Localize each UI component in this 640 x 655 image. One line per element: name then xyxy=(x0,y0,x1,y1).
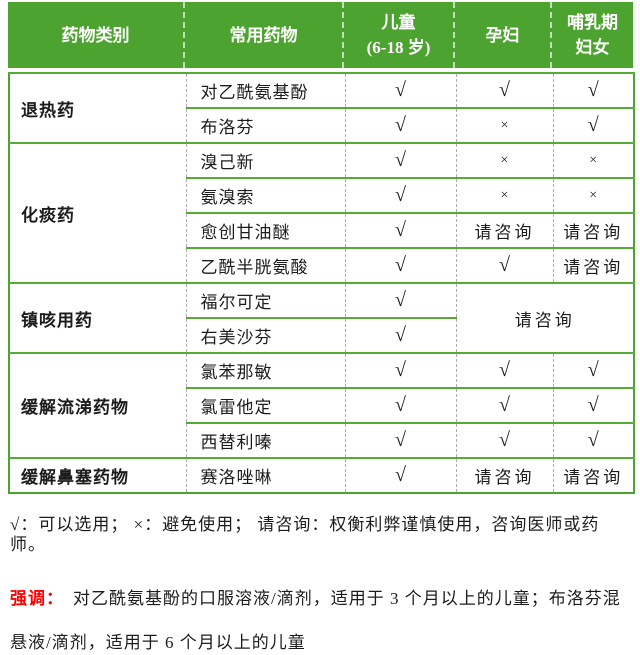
drug-name-cell: 福尔可定 xyxy=(185,282,345,318)
status-cell: × xyxy=(455,107,553,143)
table-header-row: 药物类别 常用药物 儿童 (6-18 岁) 孕妇 哺乳期 妇女 xyxy=(8,2,633,68)
header-label: 哺乳期 xyxy=(567,13,618,32)
header-label: 孕妇 xyxy=(485,25,520,45)
status-cell: × xyxy=(552,177,634,213)
medication-table: 退热药 对乙酰氨基酚 √ √ √ 布洛芬 √ × √ 化痰药 溴己新 √ × × 氨溴索 √ × × 愈创甘油醚 √ 请… xyxy=(8,72,635,494)
header-sublabel: (6-18 岁) xyxy=(366,38,431,57)
category-cell: 缓解鼻塞药物 xyxy=(9,457,186,493)
status-cell: 请咨询 xyxy=(455,457,553,493)
table-row: 乙酰半胱氨酸 √ √ 请咨询 xyxy=(9,247,634,283)
status-cell: √ xyxy=(344,177,456,213)
status-cell: √ xyxy=(455,422,553,458)
drug-name-cell: 对乙酰氨基酚 xyxy=(185,72,345,108)
drug-name-cell: 布洛芬 xyxy=(185,107,345,143)
table-row: 布洛芬 √ × √ xyxy=(9,107,634,143)
status-cell: × xyxy=(455,177,553,213)
header-cell-drug-category: 药物类别 xyxy=(8,2,185,68)
status-cell: √ xyxy=(344,282,456,318)
status-cell: √ xyxy=(455,72,553,108)
table-row: 镇咳用药 福尔可定 √ 请咨询 xyxy=(9,282,634,353)
table-row: 退热药 对乙酰氨基酚 √ √ √ xyxy=(9,72,634,143)
status-cell: 请咨询 xyxy=(552,247,634,283)
legend-note: √：可以选用； ×：避免使用； 请咨询：权衡利弊谨慎使用，咨询医师或药师。 xyxy=(10,515,600,554)
status-cell: √ xyxy=(344,317,456,353)
category-cell: 缓解流涕药物 xyxy=(9,352,186,458)
header-sublabel: 妇女 xyxy=(575,38,610,57)
status-cell: √ xyxy=(344,422,456,458)
drug-name-cell: 西替利嗪 xyxy=(185,422,345,458)
merged-consult-cell: 请咨询 xyxy=(455,282,634,353)
drug-name-cell: 氨溴索 xyxy=(185,177,345,213)
status-cell: 请咨询 xyxy=(552,457,634,493)
status-cell: √ xyxy=(344,72,456,108)
status-cell: × xyxy=(552,142,634,178)
status-cell: √ xyxy=(455,352,553,388)
header-cell-lactating: 哺乳期 妇女 xyxy=(552,2,633,68)
category-cell: 化痰药 xyxy=(9,142,186,283)
status-cell: 请咨询 xyxy=(552,212,634,248)
status-cell: √ xyxy=(344,457,456,493)
status-cell: √ xyxy=(344,212,456,248)
header-label: 药物类别 xyxy=(61,25,130,45)
status-cell: √ xyxy=(344,387,456,423)
status-cell: × xyxy=(455,142,553,178)
table-row: 右美沙芬 √ xyxy=(9,317,634,353)
table-row: 缓解流涕药物 氯苯那敏 √ √ √ xyxy=(9,352,634,458)
table-row: 化痰药 溴己新 √ × × xyxy=(9,142,634,283)
status-cell: √ xyxy=(344,107,456,143)
table-row: 西替利嗪 √ √ √ xyxy=(9,422,634,458)
table-body: 退热药 对乙酰氨基酚 √ √ √ 布洛芬 √ × √ 化痰药 溴己新 √ × × 氨溴索 √ × × 愈创甘油醚 √ 请… xyxy=(9,72,634,493)
status-cell: √ xyxy=(552,107,634,143)
status-cell: √ xyxy=(344,352,456,388)
drug-name-cell: 愈创甘油醚 xyxy=(185,212,345,248)
emphasis-label: 强调： xyxy=(10,589,64,608)
drug-name-cell: 右美沙芬 xyxy=(185,317,345,353)
status-cell: 请咨询 xyxy=(455,212,553,248)
header-cell-pregnant: 孕妇 xyxy=(455,2,552,68)
table-row: 氨溴索 √ × × xyxy=(9,177,634,213)
status-cell: √ xyxy=(344,142,456,178)
drug-name-cell: 氯雷他定 xyxy=(185,387,345,423)
drug-name-cell: 赛洛唑啉 xyxy=(185,457,345,493)
drug-name-cell: 溴己新 xyxy=(185,142,345,178)
emphasis-text: 对乙酰氨基酚的口服溶液/滴剂，适用于 3 个月以上的儿童；布洛芬混悬液/滴剂，适… xyxy=(10,589,621,652)
table-row: 愈创甘油醚 √ 请咨询 请咨询 xyxy=(9,212,634,248)
category-cell: 镇咳用药 xyxy=(9,282,186,353)
header-cell-children: 儿童 (6-18 岁) xyxy=(344,2,455,68)
header-label: 儿童 xyxy=(381,13,416,32)
drug-name-cell: 乙酰半胱氨酸 xyxy=(185,247,345,283)
status-cell: √ xyxy=(552,352,634,388)
table-row: 缓解鼻塞药物 赛洛唑啉 √ 请咨询 请咨询 xyxy=(9,457,634,493)
status-cell: √ xyxy=(552,422,634,458)
category-cell: 退热药 xyxy=(9,72,186,143)
table-row: 氯雷他定 √ √ √ xyxy=(9,387,634,423)
header-cell-common-drug: 常用药物 xyxy=(185,2,344,68)
status-cell: √ xyxy=(552,72,634,108)
status-cell: √ xyxy=(552,387,634,423)
status-cell: √ xyxy=(455,387,553,423)
emphasis-note: 强调： 对乙酰氨基酚的口服溶液/滴剂，适用于 3 个月以上的儿童；布洛芬混悬液/滴… xyxy=(10,577,633,655)
status-cell: √ xyxy=(455,247,553,283)
status-cell: √ xyxy=(344,247,456,283)
drug-name-cell: 氯苯那敏 xyxy=(185,352,345,388)
header-label: 常用药物 xyxy=(229,25,298,45)
